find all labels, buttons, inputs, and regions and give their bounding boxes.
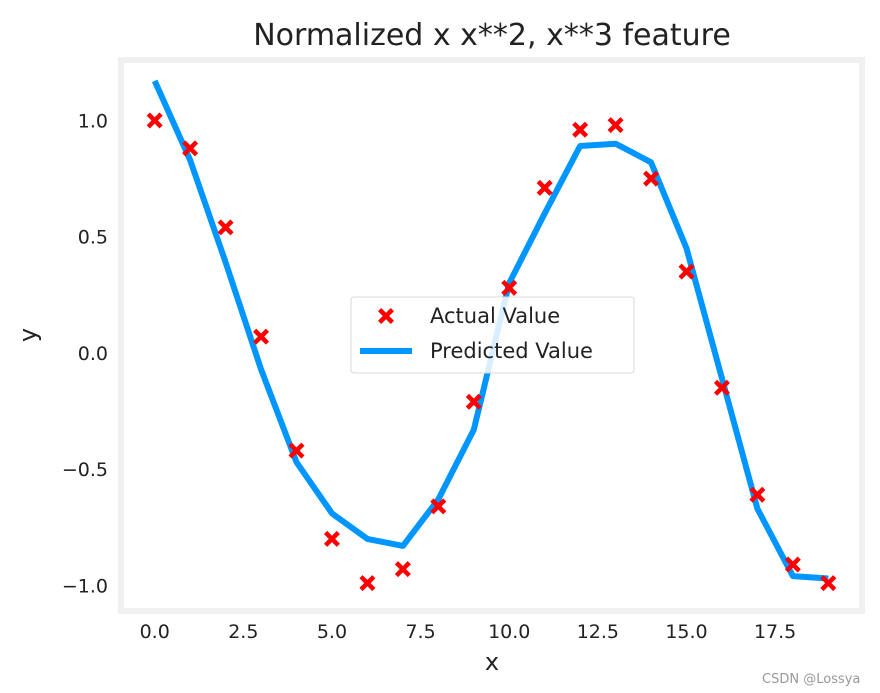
legend-marker-actual — [378, 308, 394, 324]
actual-value-point — [430, 498, 447, 515]
actual-value-point — [359, 575, 376, 592]
y-tick-label: −1.0 — [62, 575, 108, 597]
x-axis-ticks: 0.0 2.5 5.0 7.5 10.0 12.5 15.0 17.5 — [140, 621, 797, 643]
actual-value-point — [713, 379, 730, 396]
x-axis-label: x — [485, 648, 499, 676]
actual-value-point — [394, 561, 411, 578]
legend: Actual Value Predicted Value — [350, 296, 635, 374]
plot-frame — [118, 57, 865, 614]
actual-value-point — [253, 328, 270, 345]
actual-value-point — [820, 575, 837, 592]
legend-box — [350, 296, 635, 374]
actual-value-point — [678, 263, 695, 280]
actual-value-point — [182, 140, 199, 157]
actual-value-point — [784, 556, 801, 573]
legend-label-actual: Actual Value — [430, 304, 560, 328]
x-tick-label: 10.0 — [488, 621, 530, 643]
actual-value-point — [288, 442, 305, 459]
x-tick-label: 2.5 — [228, 621, 258, 643]
y-tick-label: −0.5 — [62, 459, 108, 481]
x-tick-label: 7.5 — [405, 621, 435, 643]
y-tick-label: 0.0 — [78, 343, 108, 365]
actual-value-point — [607, 117, 624, 134]
chart-title: Normalized x x**2, x**3 feature — [253, 18, 731, 53]
x-tick-label: 17.5 — [754, 621, 796, 643]
series-markers — [146, 112, 837, 592]
actual-value-point — [217, 219, 234, 236]
x-tick-label: 12.5 — [577, 621, 619, 643]
actual-value-point — [146, 112, 163, 129]
actual-value-point — [643, 170, 660, 187]
actual-value-point — [749, 486, 766, 503]
x-tick-label: 5.0 — [317, 621, 347, 643]
y-tick-label: 1.0 — [78, 110, 108, 132]
legend-label-predicted: Predicted Value — [430, 339, 593, 363]
actual-value-point — [323, 530, 340, 547]
y-tick-label: 0.5 — [78, 227, 108, 249]
actual-value-point — [572, 121, 589, 138]
y-axis-ticks: 1.0 0.5 0.0 −0.5 −1.0 — [62, 110, 108, 597]
x-tick-label: 15.0 — [665, 621, 707, 643]
x-tick-label: 0.0 — [140, 621, 170, 643]
actual-value-point — [501, 279, 518, 296]
y-axis-label: y — [14, 328, 42, 342]
actual-value-point — [465, 393, 482, 410]
actual-value-point — [536, 179, 553, 196]
watermark: CSDN @Lossya — [762, 672, 860, 687]
